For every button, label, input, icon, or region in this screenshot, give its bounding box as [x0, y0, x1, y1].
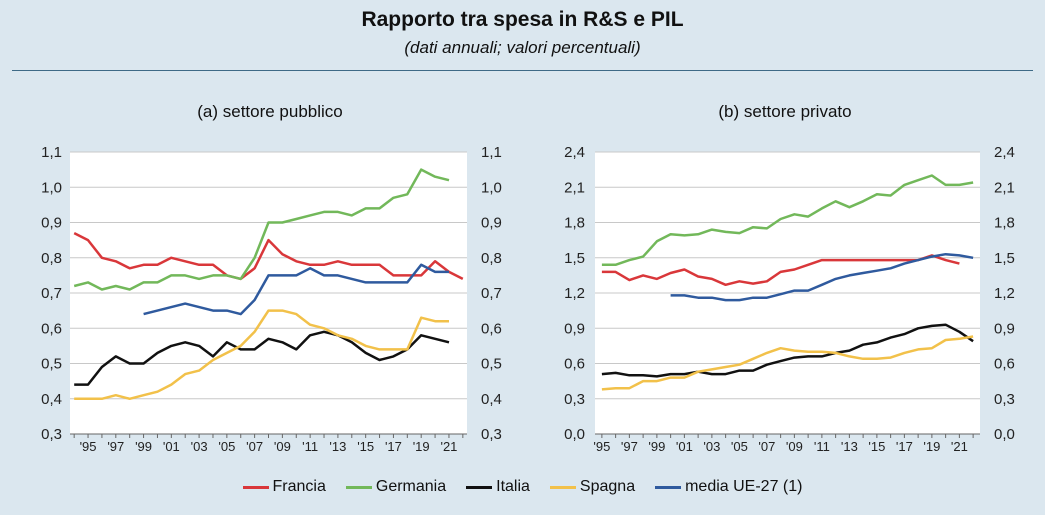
x-tick-label-a: '95 [80, 439, 97, 454]
legend-label-italia: Italia [496, 478, 530, 495]
legend-item-media-ue: media UE-27 (1) [655, 478, 802, 496]
legend-swatch-italia [466, 485, 493, 489]
x-tick-label-a: '05 [218, 439, 235, 454]
x-tick-label-a: '09 [274, 439, 291, 454]
x-tick-label-b: '13 [841, 439, 858, 454]
y-tick-label-left-a: 1,0 [41, 179, 62, 196]
y-tick-label-left-b: 0,3 [564, 391, 585, 408]
x-tick-label-b: '11 [814, 439, 830, 454]
x-tick-label-a: '99 [135, 439, 152, 454]
x-tick-label-a: '01 [163, 439, 180, 454]
y-tick-label-left-a: 0,7 [41, 285, 62, 302]
series-line-b-germania [601, 174, 974, 267]
series-line-b-italia [601, 323, 974, 378]
y-tick-label-right-a: 0,5 [481, 356, 502, 373]
y-tick-label-right-a: 0,6 [481, 320, 502, 337]
y-tick-label-left-a: 1,1 [41, 144, 62, 161]
y-tick-label-left-b: 0,6 [564, 356, 585, 373]
panel-b-title: (b) settore privato [718, 102, 852, 121]
legend-swatch-spagna [549, 485, 576, 489]
legend-item-spagna: Spagna [549, 478, 636, 496]
y-tick-label-left-a: 0,9 [41, 215, 62, 232]
page-subtitle: (dati annuali; valori percentuali) [404, 38, 641, 57]
series-line-a-italia [74, 330, 450, 386]
y-tick-label-right-b: 0,0 [994, 426, 1015, 443]
legend-item-francia: Francia [242, 478, 326, 496]
series-line-a-spagna [74, 309, 449, 401]
x-tick-label-a: '19 [413, 439, 430, 454]
x-tick-label-b: '03 [703, 439, 720, 454]
series-line-b-spagna [601, 335, 974, 391]
x-tick-label-b: '01 [676, 439, 693, 454]
y-tick-label-left-a: 0,5 [41, 356, 62, 373]
x-tick-label-b: '09 [786, 439, 803, 454]
x-tick-label-a: '03 [191, 439, 208, 454]
legend-label-francia: Francia [272, 478, 326, 495]
page-title: Rapporto tra spesa in R&S e PIL [361, 8, 684, 31]
legend-swatch-media-ue [655, 485, 682, 489]
y-tick-label-left-a: 0,6 [41, 320, 62, 337]
x-tick-label-b: '19 [923, 439, 940, 454]
y-tick-label-right-b: 1,2 [994, 285, 1015, 302]
y-tick-label-right-a: 0,3 [481, 426, 502, 443]
legend-label-germania: Germania [375, 478, 447, 495]
panel-a-title: (a) settore pubblico [197, 102, 343, 121]
y-tick-label-left-b: 2,4 [564, 144, 585, 161]
series-line-a-francia [73, 231, 464, 281]
y-tick-label-left-a: 0,4 [41, 391, 62, 408]
y-tick-label-right-a: 1,0 [481, 179, 502, 196]
y-tick-label-left-a: 0,3 [41, 426, 62, 443]
legend-label-spagna: Spagna [579, 478, 636, 495]
y-tick-label-left-a: 0,8 [41, 250, 62, 267]
y-tick-label-left-b: 1,5 [564, 250, 585, 267]
x-tick-label-b: '05 [731, 439, 748, 454]
x-tick-label-a: '21 [440, 439, 457, 454]
y-tick-label-right-b: 0,6 [994, 356, 1015, 373]
legend-swatch-francia [242, 485, 269, 489]
legend-item-italia: Italia [466, 478, 530, 496]
x-tick-label-b: '95 [593, 439, 610, 454]
header-divider [12, 70, 1033, 71]
series-line-a-media-ue-27-1 [143, 263, 449, 316]
x-tick-label-a: '15 [357, 439, 374, 454]
y-tick-label-right-a: 0,4 [481, 391, 502, 408]
legend-swatch-germania [345, 485, 372, 489]
x-tick-label-b: '21 [951, 439, 968, 454]
y-tick-label-right-b: 0,3 [994, 391, 1015, 408]
y-tick-label-left-b: 0,9 [564, 320, 585, 337]
y-tick-label-right-b: 2,4 [994, 144, 1015, 161]
y-tick-label-left-b: 0,0 [564, 426, 585, 443]
y-tick-label-right-a: 0,7 [481, 285, 502, 302]
x-tick-label-a: '07 [246, 439, 263, 454]
x-tick-label-b: '17 [896, 439, 913, 454]
y-tick-label-left-b: 2,1 [564, 179, 585, 196]
x-tick-label-b: '99 [648, 439, 665, 454]
series-line-a-germania [73, 168, 450, 291]
y-tick-label-right-b: 1,8 [994, 215, 1015, 232]
series-line-b-francia [601, 254, 960, 287]
y-tick-label-right-b: 1,5 [994, 250, 1015, 267]
y-tick-label-right-a: 0,8 [481, 250, 502, 267]
x-tick-label-a: '13 [329, 439, 346, 454]
legend-label-media-ue: media UE-27 (1) [685, 478, 803, 495]
y-tick-label-right-a: 1,1 [481, 144, 502, 161]
y-tick-label-left-b: 1,2 [564, 285, 585, 302]
y-tick-label-right-b: 0,9 [994, 320, 1015, 337]
x-tick-label-b: '97 [621, 439, 638, 454]
y-tick-label-right-a: 0,9 [481, 215, 502, 232]
x-tick-label-a: '17 [385, 439, 402, 454]
x-tick-label-a: '97 [107, 439, 124, 454]
series-line-b-media-ue-27-1 [670, 252, 974, 302]
legend-item-germania: Germania [345, 478, 447, 496]
y-tick-label-left-b: 1,8 [564, 215, 585, 232]
x-tick-label-b: '07 [758, 439, 775, 454]
x-tick-label-b: '15 [868, 439, 885, 454]
legend: Francia Germania Italia Spagna media UE-… [0, 478, 1045, 496]
y-tick-label-right-b: 2,1 [994, 179, 1015, 196]
x-tick-label-a: '11 [302, 439, 318, 454]
